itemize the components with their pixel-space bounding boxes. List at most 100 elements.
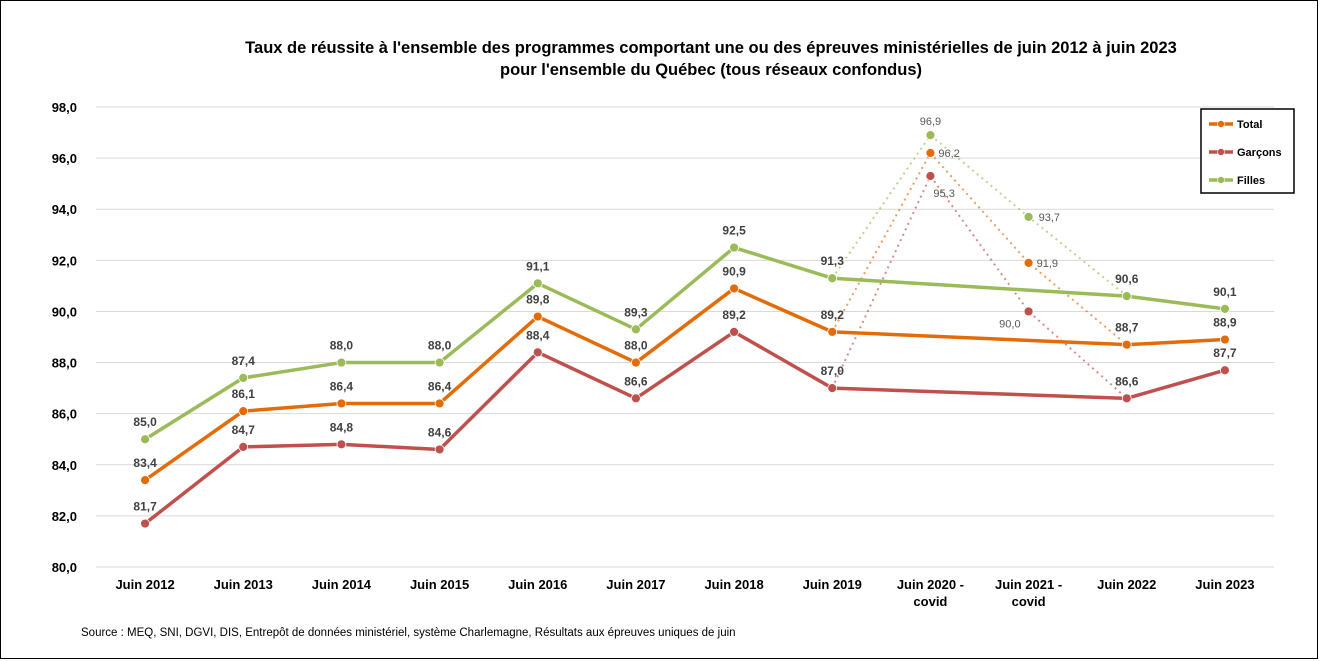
source-note: Source : MEQ, SNI, DGVI, DIS, Entrepôt d…: [81, 627, 736, 639]
data-point: [925, 148, 936, 158]
data-point: [1121, 393, 1132, 404]
data-point: [532, 311, 543, 322]
data-label: 88,7: [1115, 321, 1139, 335]
data-point: [1220, 334, 1230, 345]
data-point: [1121, 291, 1132, 302]
legend-label: Filles: [1237, 175, 1265, 187]
x-tick-label: Juin 2013: [214, 577, 273, 592]
covid-dotted-lines: [831, 133, 1128, 400]
data-label: 87,4: [232, 354, 256, 368]
data-label: 91,1: [526, 259, 550, 273]
legend-label: Garçons: [1237, 147, 1282, 159]
data-point: [631, 357, 641, 368]
y-tick-label: 84,0: [52, 458, 77, 473]
data-point: [238, 372, 249, 383]
data-label: 90,1: [1213, 285, 1237, 299]
x-tick-label: Juin 2012: [115, 577, 174, 592]
x-tick-label: Juin 2023: [1195, 577, 1254, 592]
data-label: 84,6: [428, 425, 452, 439]
data-point: [1220, 365, 1230, 376]
data-point: [140, 475, 150, 486]
data-label: 88,0: [330, 339, 354, 353]
y-tick-label: 88,0: [52, 356, 77, 371]
data-point: [238, 441, 249, 452]
data-point: [827, 326, 838, 337]
data-point: [1023, 211, 1034, 222]
data-label: 90,0: [999, 318, 1020, 330]
data-label: 89,2: [722, 308, 746, 322]
data-labels: 83,4 86,1 86,4 86,4 89,8 88,0 90,9 89,2 96,2 91,9…: [133, 116, 1237, 513]
data-label: 81,7: [133, 500, 157, 514]
data-label: 90,9: [722, 264, 746, 278]
data-point: [336, 439, 347, 450]
data-label: 96,2: [938, 148, 959, 160]
data-label: 83,4: [133, 456, 157, 470]
chart-title: Taux de réussite à l'ensemble des progra…: [245, 39, 1177, 57]
data-label: 89,8: [526, 293, 550, 307]
covid-dotted-line: [831, 133, 1128, 297]
x-tick-label: covid: [913, 594, 947, 609]
data-label: 86,1: [232, 387, 256, 401]
data-label: 87,0: [821, 364, 845, 378]
data-point: [729, 242, 739, 253]
data-label: 88,0: [624, 339, 648, 353]
x-tick-label: Juin 2020 -: [897, 577, 964, 592]
y-tick-label: 86,0: [52, 407, 77, 422]
data-point: [827, 383, 838, 394]
data-point: [532, 347, 543, 358]
data-label: 89,3: [624, 305, 648, 319]
data-label: 84,7: [232, 423, 256, 437]
legend-label: Total: [1237, 119, 1262, 131]
data-point: [631, 324, 641, 335]
series-lines: [140, 130, 1230, 529]
chart-subtitle: pour l'ensemble du Québec (tous réseaux …: [500, 61, 922, 79]
data-point: [827, 273, 838, 284]
data-point: [925, 130, 936, 141]
x-axis-ticks: Juin 2012 Juin 2013 Juin 2014 Juin 2015 Juin…: [115, 577, 1254, 609]
data-point: [1220, 303, 1230, 314]
legend-swatch-marker: [1217, 120, 1225, 128]
covid-dotted-line: [831, 151, 1128, 346]
data-point: [532, 278, 543, 289]
x-tick-label: covid: [1012, 594, 1046, 609]
data-label: 96,9: [920, 116, 941, 128]
data-label: 90,6: [1115, 272, 1139, 286]
data-label: 88,0: [428, 339, 452, 353]
data-point: [1023, 306, 1034, 317]
x-tick-label: Juin 2022: [1097, 577, 1156, 592]
data-label: 89,2: [821, 308, 845, 322]
data-label: 84,8: [330, 420, 354, 434]
data-label: 93,7: [1039, 212, 1060, 224]
data-point: [1023, 257, 1034, 268]
data-label: 86,4: [428, 379, 452, 393]
data-point: [925, 171, 936, 181]
data-point: [140, 518, 150, 529]
x-tick-label: Juin 2019: [803, 577, 862, 592]
data-label: 86,6: [1115, 374, 1139, 388]
x-tick-label: Juin 2016: [508, 577, 567, 592]
x-tick-label: Juin 2017: [606, 577, 665, 592]
x-tick-label: Juin 2018: [704, 577, 763, 592]
grid-lines: [96, 106, 1274, 568]
y-tick-label: 82,0: [52, 509, 77, 524]
data-point: [729, 326, 739, 337]
data-point: [729, 283, 739, 294]
data-label: 86,6: [624, 374, 648, 388]
y-tick-label: 92,0: [52, 253, 77, 268]
series-line-garçons: [144, 330, 1226, 525]
data-label: 91,9: [1037, 258, 1058, 270]
y-tick-label: 96,0: [52, 151, 77, 166]
data-point: [434, 357, 445, 368]
y-axis-ticks: 80,0 82,0 84,0 86,0 88,0 90,0 92,0 94,0 96,0 98,0: [52, 100, 77, 575]
chart-legend: Total Garçons Filles: [1200, 108, 1295, 194]
data-point: [1121, 339, 1132, 350]
data-label: 91,3: [821, 254, 845, 268]
y-tick-label: 98,0: [52, 100, 77, 115]
y-tick-label: 94,0: [52, 202, 77, 217]
y-tick-label: 90,0: [52, 304, 77, 319]
x-tick-label: Juin 2015: [410, 577, 469, 592]
data-label: 85,0: [133, 415, 157, 429]
data-point: [336, 398, 347, 409]
data-point: [434, 398, 445, 409]
